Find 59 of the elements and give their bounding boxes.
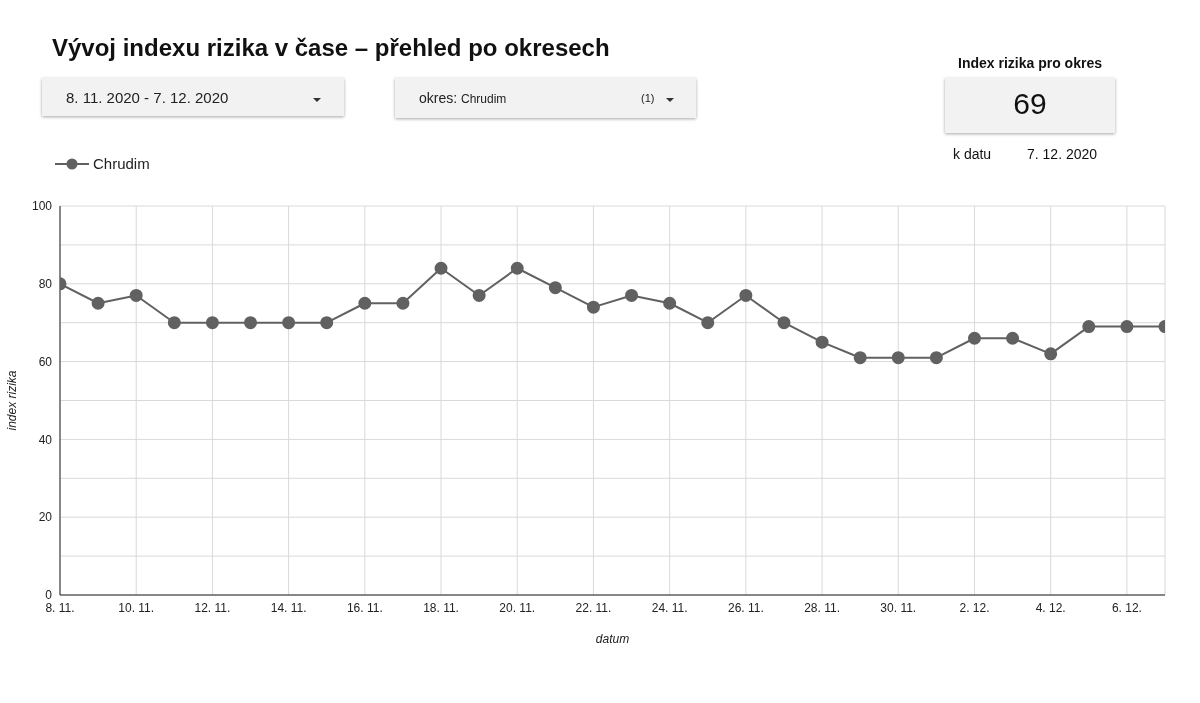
point: [929, 351, 943, 365]
point: [548, 281, 562, 295]
point: [358, 296, 372, 310]
date-range-field: 8. 11. 2020 - 7. 12. 2020: [42, 78, 344, 116]
point: [891, 351, 905, 365]
point: [205, 316, 219, 330]
point: [396, 296, 410, 310]
text: Index rizika pro okres: [957, 55, 1103, 71]
y-tick-label: 40: [38, 432, 53, 447]
point: [853, 351, 867, 365]
chart-title: Vývoj indexu rizika v čase – přehled po okresech: [52, 34, 610, 62]
point: [472, 288, 486, 302]
point: [91, 296, 105, 310]
y-tick-label: 60: [38, 354, 53, 369]
point: [815, 335, 829, 349]
y-tick-label: 20: [38, 510, 53, 525]
legend-label: Chrudim: [93, 155, 150, 172]
point: [320, 316, 334, 330]
point: [1044, 347, 1058, 361]
point: [777, 316, 791, 330]
point: [244, 316, 258, 330]
point: [625, 288, 639, 302]
x-tick-label: 6. 12.: [1111, 600, 1142, 615]
point: [434, 261, 448, 275]
x-tick-label: 8. 11.: [45, 600, 75, 615]
x-tick-label: 16. 11.: [346, 600, 383, 615]
y-tick-label: 0: [45, 588, 53, 603]
x-tick-label: 10. 11.: [118, 600, 155, 615]
x-tick-label: 22. 11.: [575, 600, 612, 615]
x-tick-label: 30. 11.: [880, 600, 917, 615]
point: [1120, 320, 1134, 334]
point: [967, 331, 981, 345]
x-tick-label: 26. 11.: [727, 600, 764, 615]
point: [586, 300, 600, 314]
y-tick-label: 100: [31, 199, 53, 214]
point: [739, 288, 753, 302]
x-tick-label: 18. 11.: [423, 600, 459, 615]
point: [282, 316, 296, 330]
y-tick-label: 80: [38, 277, 53, 292]
x-axis-title: datum: [595, 632, 630, 646]
score-card: 69: [945, 78, 1115, 133]
text: k datu: [953, 146, 992, 162]
point: [167, 316, 181, 330]
y-axis-title: index rizika: [5, 370, 20, 431]
point: [510, 261, 524, 275]
x-tick-label: 24. 11.: [651, 600, 688, 615]
point: [663, 296, 677, 310]
x-tick-label: 28. 11.: [804, 600, 840, 615]
district-field: okres: Chrudim (1): [395, 78, 696, 118]
point: [701, 316, 715, 330]
x-tick-label: 2. 12.: [959, 600, 990, 615]
x-tick-label: 4. 12.: [1035, 600, 1066, 615]
text: 7. 12. 2020: [1027, 146, 1098, 162]
x-tick-label: 20. 11.: [499, 600, 536, 615]
point: [1082, 320, 1096, 334]
point: [1006, 331, 1020, 345]
point: [129, 288, 143, 302]
x-tick-label: 14. 11.: [270, 600, 307, 615]
x-tick-label: 12. 11.: [194, 600, 231, 615]
